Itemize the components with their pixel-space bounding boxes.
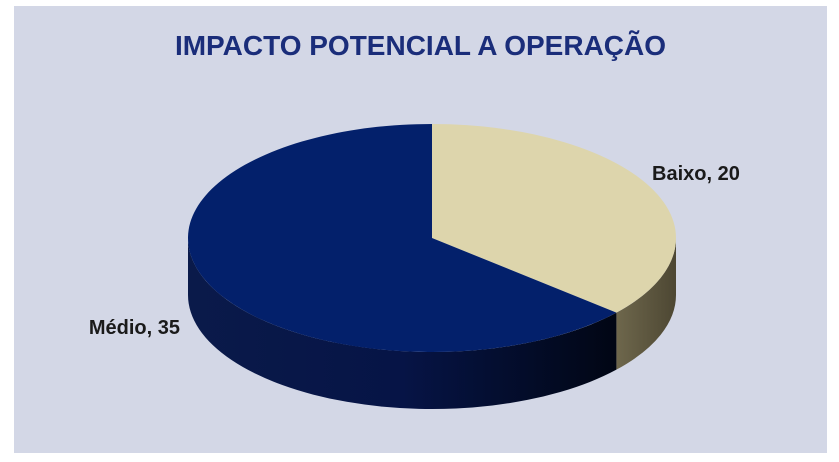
- pie-slice-side-médio: [188, 238, 617, 409]
- data-label-baixo: Baixo, 20: [652, 163, 740, 185]
- data-label-médio: Médio, 35: [89, 317, 180, 339]
- pie-slice-side-baixo: [616, 238, 676, 370]
- pie-slice-médio: [187, 124, 617, 352]
- pie-slice-baixo: [432, 124, 676, 313]
- chart-title: IMPACTO POTENCIAL A OPERAÇÃO: [174, 30, 667, 61]
